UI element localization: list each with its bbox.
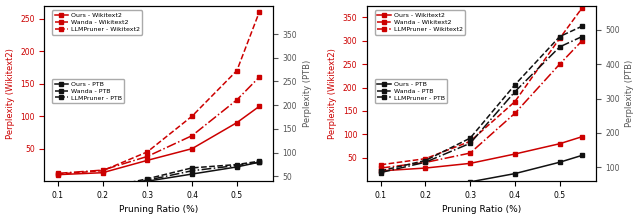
Wanda - Wikitext2 (511, 100, 519, 103)
LLMPruner - Wikitext2 (188, 134, 196, 137)
Wanda - PTB (188, 167, 196, 169)
Ours - Wikitext2 (377, 170, 385, 172)
LLMPruner - PTB (377, 171, 385, 174)
Ours - Wikitext2 (556, 142, 564, 145)
Wanda - Wikitext2 (188, 115, 196, 117)
Line: LLMPruner - PTB: LLMPruner - PTB (56, 160, 261, 193)
Wanda - Wikitext2 (99, 169, 106, 172)
Line: Wanda - Wikitext2: Wanda - Wikitext2 (56, 10, 261, 176)
Wanda - PTB (511, 83, 519, 86)
Line: Ours - Wikitext2: Ours - Wikitext2 (56, 104, 261, 177)
Ours - PTB (467, 181, 474, 183)
Ours - PTB (422, 192, 429, 194)
Y-axis label: Perplexity (Wikitext2): Perplexity (Wikitext2) (328, 48, 337, 139)
Wanda - Wikitext2 (467, 140, 474, 143)
LLMPruner - PTB (579, 35, 586, 38)
LLMPruner - PTB (467, 142, 474, 145)
LLMPruner - PTB (556, 46, 564, 48)
Y-axis label: Perplexity (PTB): Perplexity (PTB) (303, 60, 312, 127)
Wanda - PTB (377, 170, 385, 172)
Wanda - PTB (233, 163, 241, 166)
LLMPruner - Wikitext2 (556, 63, 564, 65)
LLMPruner - PTB (233, 164, 241, 167)
Ours - Wikitext2 (255, 105, 263, 108)
Ours - Wikitext2 (233, 121, 241, 124)
LLMPruner - PTB (143, 179, 151, 182)
LLMPruner - PTB (99, 187, 106, 190)
Wanda - Wikitext2 (556, 37, 564, 40)
Wanda - PTB (143, 178, 151, 180)
Y-axis label: Perplexity (Wikitext2): Perplexity (Wikitext2) (6, 48, 15, 139)
Line: Wanda - Wikitext2: Wanda - Wikitext2 (378, 6, 584, 167)
LLMPruner - Wikitext2 (99, 169, 106, 171)
Ours - PTB (377, 193, 385, 196)
Wanda - Wikitext2 (143, 150, 151, 153)
Line: Wanda - PTB: Wanda - PTB (378, 24, 584, 173)
LLMPruner - PTB (422, 161, 429, 163)
Ours - Wikitext2 (579, 135, 586, 138)
Legend: Ours - PTB, Wanda - PTB, LLMPruner - PTB: Ours - PTB, Wanda - PTB, LLMPruner - PTB (375, 79, 447, 103)
Ours - PTB (188, 173, 196, 175)
Ours - Wikitext2 (188, 147, 196, 150)
Wanda - PTB (579, 25, 586, 28)
Wanda - Wikitext2 (255, 11, 263, 13)
LLMPruner - PTB (54, 190, 61, 192)
Wanda - PTB (422, 159, 429, 162)
Ours - PTB (233, 166, 241, 168)
Legend: Ours - PTB, Wanda - PTB, LLMPruner - PTB: Ours - PTB, Wanda - PTB, LLMPruner - PTB (52, 79, 124, 103)
Ours - Wikitext2 (99, 171, 106, 174)
Wanda - Wikitext2 (579, 7, 586, 9)
LLMPruner - Wikitext2 (143, 155, 151, 158)
Line: LLMPruner - Wikitext2: LLMPruner - Wikitext2 (56, 75, 261, 175)
Wanda - Wikitext2 (377, 163, 385, 166)
LLMPruner - Wikitext2 (579, 39, 586, 42)
Wanda - PTB (467, 137, 474, 139)
Wanda - Wikitext2 (54, 173, 61, 175)
X-axis label: Pruning Ratio (%): Pruning Ratio (%) (442, 205, 521, 214)
Ours - Wikitext2 (511, 153, 519, 155)
Ours - Wikitext2 (467, 162, 474, 165)
Y-axis label: Perplexity (PTB): Perplexity (PTB) (625, 60, 634, 127)
Ours - PTB (255, 161, 263, 163)
Ours - Wikitext2 (54, 173, 61, 176)
Ours - PTB (556, 161, 564, 163)
Ours - PTB (99, 188, 106, 191)
Ours - PTB (579, 154, 586, 157)
LLMPruner - PTB (255, 161, 263, 163)
LLMPruner - PTB (511, 90, 519, 93)
Ours - Wikitext2 (143, 159, 151, 162)
Wanda - PTB (556, 35, 564, 38)
X-axis label: Pruning Ratio (%): Pruning Ratio (%) (119, 205, 198, 214)
Wanda - Wikitext2 (422, 157, 429, 160)
LLMPruner - Wikitext2 (54, 172, 61, 175)
Ours - PTB (143, 180, 151, 182)
LLMPruner - PTB (188, 169, 196, 172)
Wanda - PTB (255, 160, 263, 163)
Line: Ours - PTB: Ours - PTB (378, 153, 584, 196)
LLMPruner - Wikitext2 (255, 76, 263, 78)
Line: Ours - Wikitext2: Ours - Wikitext2 (378, 135, 584, 173)
Ours - PTB (54, 190, 61, 193)
Line: Ours - PTB: Ours - PTB (56, 160, 261, 194)
Line: LLMPruner - PTB: LLMPruner - PTB (378, 35, 584, 175)
LLMPruner - Wikitext2 (422, 161, 429, 164)
LLMPruner - Wikitext2 (511, 112, 519, 115)
Ours - Wikitext2 (422, 167, 429, 169)
LLMPruner - Wikitext2 (377, 167, 385, 169)
Wanda - PTB (99, 187, 106, 190)
Line: LLMPruner - Wikitext2: LLMPruner - Wikitext2 (378, 38, 584, 170)
LLMPruner - Wikitext2 (467, 152, 474, 154)
LLMPruner - Wikitext2 (233, 99, 241, 101)
Wanda - Wikitext2 (233, 69, 241, 72)
Wanda - PTB (54, 190, 61, 192)
Ours - PTB (511, 172, 519, 175)
Line: Wanda - PTB: Wanda - PTB (56, 159, 261, 193)
